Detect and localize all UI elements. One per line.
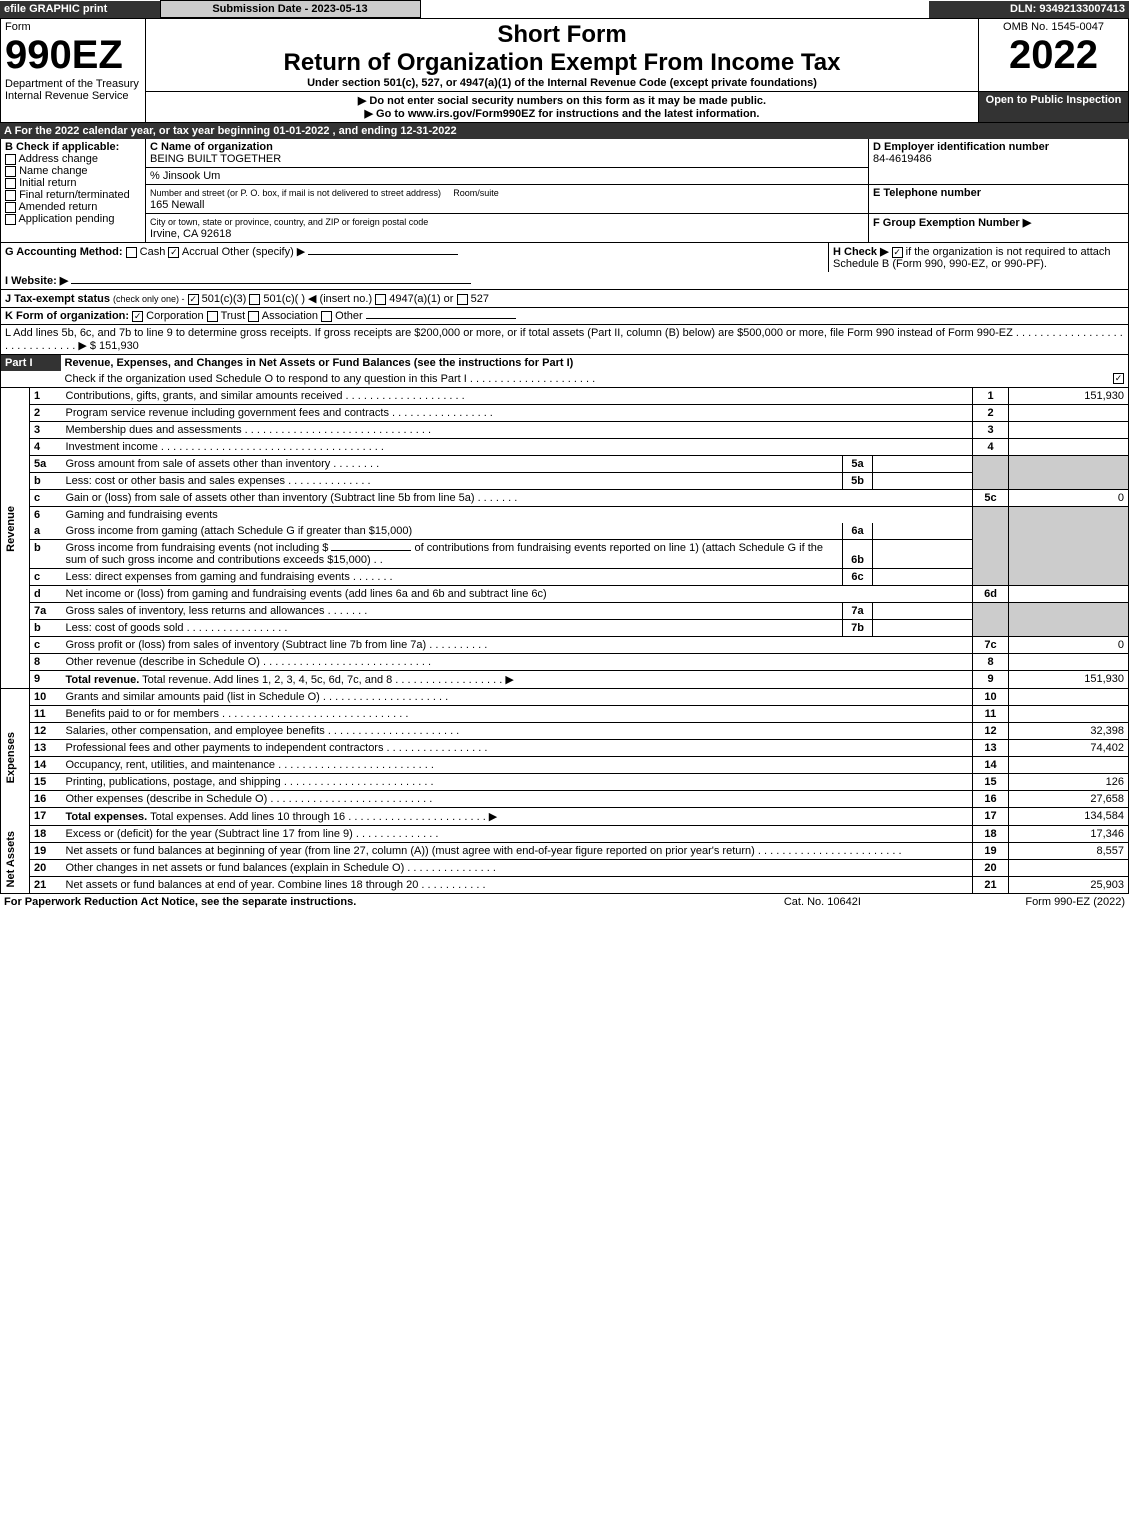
line3-value	[1009, 422, 1129, 439]
section-e-label: E Telephone number	[873, 187, 981, 199]
line12-value: 32,398	[1009, 723, 1129, 740]
app-pending-checkbox[interactable]	[5, 214, 16, 225]
subtitle: Under section 501(c), 527, or 4947(a)(1)…	[150, 77, 974, 89]
accrual-checkbox[interactable]	[168, 247, 179, 258]
line17-value: 134,584	[1009, 808, 1129, 826]
line15-value: 126	[1009, 774, 1129, 791]
expenses-vlabel: Expenses	[5, 732, 25, 783]
line11-value	[1009, 706, 1129, 723]
section-g-label: G Accounting Method:	[5, 246, 123, 258]
omb: OMB No. 1545-0047	[983, 21, 1124, 33]
section-i-label: I Website: ▶	[5, 275, 68, 287]
city-value: Irvine, CA 92618	[150, 228, 231, 240]
cash-checkbox[interactable]	[126, 247, 137, 258]
line4-value	[1009, 439, 1129, 456]
form-word: Form	[5, 21, 141, 33]
topbar: efile GRAPHIC print Submission Date - 20…	[0, 0, 1129, 18]
final-return-checkbox[interactable]	[5, 190, 16, 201]
line2-value	[1009, 405, 1129, 422]
section-c-label: C Name of organization	[150, 141, 273, 153]
line6d-value	[1009, 586, 1129, 603]
tax-year: 2022	[983, 33, 1124, 78]
line5b-value	[873, 473, 973, 490]
irs: Internal Revenue Service	[5, 90, 141, 102]
line10-value	[1009, 689, 1129, 706]
schedule-b-checkbox[interactable]	[892, 247, 903, 258]
initial-return-checkbox[interactable]	[5, 178, 16, 189]
street-label: Number and street (or P. O. box, if mail…	[150, 188, 441, 198]
section-f-label: F Group Exemption Number ▶	[873, 217, 1031, 229]
trust-checkbox[interactable]	[207, 311, 218, 322]
goto-link[interactable]: ▶ Go to www.irs.gov/Form990EZ for instru…	[150, 107, 974, 120]
line8-value	[1009, 654, 1129, 671]
dept: Department of the Treasury	[5, 78, 141, 90]
sections-g-k: G Accounting Method: Cash Accrual Other …	[0, 242, 1129, 308]
part1-title: Revenue, Expenses, and Changes in Net As…	[61, 355, 1129, 371]
lines-table: Revenue 1 Contributions, gifts, grants, …	[0, 388, 1129, 894]
line7c-value: 0	[1009, 637, 1129, 654]
paperwork-notice: For Paperwork Reduction Act Notice, see …	[0, 894, 736, 910]
section-b-label: B Check if applicable:	[5, 141, 141, 153]
org-name: BEING BUILT TOGETHER	[150, 153, 281, 165]
section-a: A For the 2022 calendar year, or tax yea…	[0, 123, 1129, 139]
corp-checkbox[interactable]	[132, 311, 143, 322]
revenue-vlabel: Revenue	[5, 506, 25, 552]
netassets-vlabel: Net Assets	[5, 831, 25, 887]
title: Return of Organization Exempt From Incom…	[150, 49, 974, 77]
line1-value: 151,930	[1009, 388, 1129, 405]
section-l: L Add lines 5b, 6c, and 7b to line 9 to …	[1, 325, 1129, 355]
footer: For Paperwork Reduction Act Notice, see …	[0, 894, 1129, 910]
name-change-checkbox[interactable]	[5, 166, 16, 177]
line5c-value: 0	[1009, 490, 1129, 507]
section-j-label: J Tax-exempt status	[5, 293, 110, 305]
line7a-value	[873, 603, 973, 620]
501c3-checkbox[interactable]	[188, 294, 199, 305]
line20-value	[1009, 860, 1129, 877]
schedule-o-checkbox[interactable]	[1113, 373, 1124, 384]
efile-print[interactable]: efile GRAPHIC print	[0, 1, 160, 18]
section-h-label: H Check ▶	[833, 246, 889, 258]
cat-no: Cat. No. 10642I	[736, 894, 910, 910]
section-d-label: D Employer identification number	[873, 141, 1124, 153]
part1-header: Part I Revenue, Expenses, and Changes in…	[0, 355, 1129, 388]
ssn-warning: ▶ Do not enter social security numbers o…	[150, 94, 974, 107]
line21-value: 25,903	[1009, 877, 1129, 894]
amended-checkbox[interactable]	[5, 202, 16, 213]
assoc-checkbox[interactable]	[248, 311, 259, 322]
part1-check-text: Check if the organization used Schedule …	[65, 373, 596, 385]
street: 165 Newall	[150, 199, 204, 211]
addr-change-checkbox[interactable]	[5, 154, 16, 165]
line16-value: 27,658	[1009, 791, 1129, 808]
care-of: % Jinsook Um	[146, 168, 869, 185]
submission-date: Submission Date - 2023-05-13	[160, 1, 420, 18]
ein: 84-4619486	[873, 153, 1124, 165]
line19-value: 8,557	[1009, 843, 1129, 860]
part1-label: Part I	[1, 355, 61, 371]
527-checkbox[interactable]	[457, 294, 468, 305]
501c-checkbox[interactable]	[249, 294, 260, 305]
line9-value: 151,930	[1009, 671, 1129, 689]
line6b-value	[873, 540, 973, 569]
line6a-value	[873, 523, 973, 540]
4947-checkbox[interactable]	[375, 294, 386, 305]
sections-b-f: B Check if applicable: Address change Na…	[0, 139, 1129, 242]
line5a-value	[873, 456, 973, 473]
dln: DLN: 93492133007413	[929, 1, 1129, 18]
short-form: Short Form	[150, 21, 974, 49]
form-number: 990EZ	[5, 33, 141, 78]
other-org-checkbox[interactable]	[321, 311, 332, 322]
line18-value: 17,346	[1009, 826, 1129, 843]
form-header: Form 990EZ Department of the Treasury In…	[0, 18, 1129, 123]
line7b-value	[873, 620, 973, 637]
line14-value	[1009, 757, 1129, 774]
section-k-label: K Form of organization:	[5, 310, 129, 322]
line13-value: 74,402	[1009, 740, 1129, 757]
line6c-value	[873, 569, 973, 586]
open-to-public: Open to Public Inspection	[979, 92, 1129, 123]
city-label: City or town, state or province, country…	[150, 217, 428, 227]
form-ref: Form 990-EZ (2022)	[909, 894, 1129, 910]
room-label: Room/suite	[453, 188, 499, 198]
